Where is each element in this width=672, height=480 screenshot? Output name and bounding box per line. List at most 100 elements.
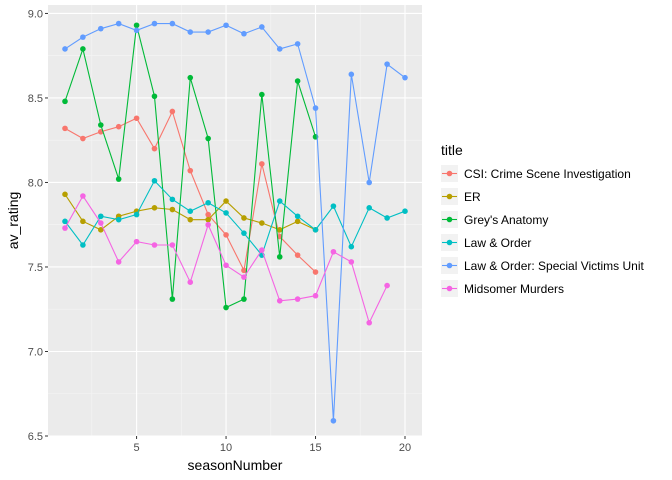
legend-item: Law & Order: Special Victims Unit	[441, 257, 645, 274]
data-point	[366, 319, 373, 326]
series-line	[64, 23, 406, 421]
data-point	[384, 282, 390, 289]
data-point	[169, 206, 176, 213]
data-point	[97, 220, 104, 226]
data-point	[80, 34, 86, 40]
data-point	[294, 78, 301, 84]
series-line	[64, 179, 406, 257]
legend-label: ER	[464, 190, 481, 204]
data-point	[115, 216, 122, 223]
data-point	[97, 226, 104, 233]
legend-label: CSI: Crime Scene Investigation	[464, 167, 631, 181]
data-point	[62, 218, 68, 225]
legend-item: Midsomer Murders	[441, 280, 564, 297]
data-point	[223, 22, 229, 29]
data-point	[151, 145, 158, 152]
y-axis-title: av_rating	[5, 192, 21, 250]
data-point	[80, 193, 86, 199]
data-point	[80, 46, 86, 52]
y-axis: 6.5 7.0 7.5 8.0 8.5 9.0	[28, 8, 48, 443]
data-point	[223, 210, 229, 216]
data-point	[187, 29, 194, 35]
data-point	[366, 205, 373, 211]
data-point	[241, 230, 247, 236]
data-point	[259, 247, 265, 253]
legend-key-point	[446, 239, 453, 246]
series-group	[62, 20, 408, 424]
data-point	[241, 30, 247, 37]
data-point	[384, 61, 390, 67]
data-point	[115, 123, 122, 130]
legend-label: Law & Order: Special Victims Unit	[464, 259, 645, 273]
data-point	[151, 177, 158, 184]
data-point	[205, 216, 211, 223]
data-point	[223, 304, 229, 311]
data-point	[276, 254, 283, 260]
data-point	[348, 243, 355, 250]
data-point	[241, 296, 247, 302]
legend-items: CSI: Crime Scene Investigation ER Grey's A…	[441, 165, 645, 297]
data-point	[276, 297, 283, 304]
data-point	[62, 191, 68, 198]
series-group	[62, 193, 390, 326]
data-point	[133, 27, 140, 34]
data-point	[241, 267, 247, 274]
legend-item: Grey's Anatomy	[441, 211, 548, 228]
data-point	[62, 46, 68, 52]
legend-key-point	[446, 285, 453, 292]
data-point	[151, 242, 158, 248]
data-point	[62, 225, 68, 231]
data-point	[97, 25, 104, 32]
series-layer	[62, 20, 408, 424]
data-point	[241, 215, 247, 221]
series-group	[62, 22, 319, 311]
plot-panel	[48, 5, 422, 436]
data-point	[330, 417, 337, 424]
legend-item: Law & Order	[441, 234, 531, 251]
data-point	[169, 20, 176, 27]
data-point	[276, 198, 283, 204]
data-point	[312, 269, 319, 275]
data-point	[169, 196, 176, 203]
data-point	[348, 259, 355, 265]
data-point	[294, 213, 301, 220]
data-point	[294, 296, 301, 302]
data-point	[187, 216, 194, 223]
data-point	[80, 242, 86, 248]
data-point	[241, 274, 247, 280]
data-point	[169, 108, 176, 115]
legend-key-point	[446, 193, 453, 200]
data-point	[151, 20, 158, 27]
data-point	[330, 203, 337, 209]
data-point	[294, 41, 301, 47]
data-point	[62, 98, 68, 105]
data-point	[294, 218, 301, 225]
data-point	[259, 91, 265, 98]
data-point	[330, 248, 337, 255]
y-tick-label: 7.0	[28, 346, 43, 358]
data-point	[187, 74, 194, 81]
data-point	[133, 238, 140, 245]
data-point	[402, 74, 408, 81]
grid-lines	[48, 5, 422, 437]
legend-item: ER	[441, 188, 481, 205]
data-point	[187, 167, 194, 174]
data-point	[276, 46, 283, 52]
data-point	[97, 122, 104, 128]
data-point	[205, 221, 211, 228]
data-point	[259, 161, 265, 167]
data-point	[80, 135, 86, 142]
data-point	[115, 259, 122, 265]
legend-label: Midsomer Murders	[464, 282, 564, 296]
data-point	[187, 208, 194, 215]
x-tick-label: 20	[399, 442, 411, 454]
data-point	[384, 215, 390, 221]
data-point	[133, 115, 140, 122]
data-point	[259, 220, 265, 226]
data-point	[312, 292, 319, 299]
x-axis-title: seasonNumber	[188, 457, 283, 473]
data-point	[169, 296, 176, 302]
data-point	[205, 29, 211, 35]
data-point	[223, 262, 229, 269]
